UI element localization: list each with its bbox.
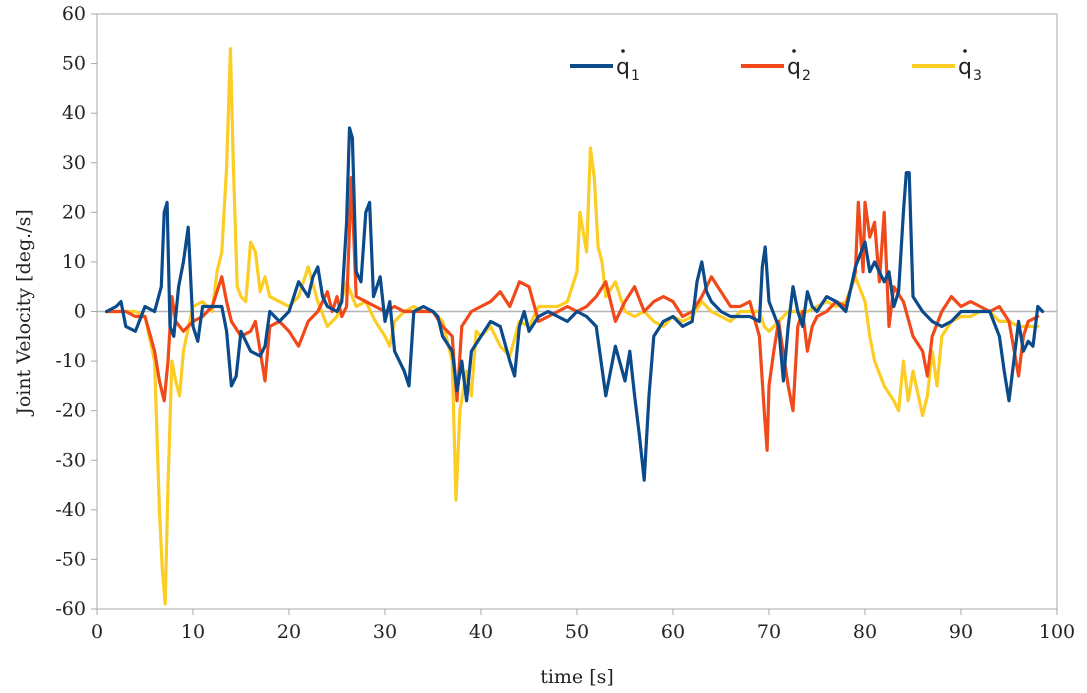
plot-area: -60 -50 -40 -30 -20 -10 0 10 20 30 40 50 60 0 10 20 30 40… (55, 3, 1075, 643)
y-tick-label: -30 (55, 449, 86, 471)
x-tick-label: 60 (661, 621, 685, 643)
legend-dot-3 (963, 49, 967, 53)
y-tick-label: -10 (55, 350, 86, 372)
x-tick-label: 20 (277, 621, 301, 643)
x-axis-title: time [s] (540, 666, 614, 688)
y-tick-label: 30 (62, 152, 86, 174)
y-tick-label: -40 (55, 499, 86, 521)
series-line-3 (105, 47, 1040, 606)
y-tick-label: -60 (55, 598, 86, 620)
x-tick-label: 80 (853, 621, 877, 643)
x-tick-label: 100 (1039, 621, 1075, 643)
legend-dot-1 (621, 49, 625, 53)
y-tick-label: 50 (62, 53, 86, 75)
y-tick-label: -20 (55, 400, 86, 422)
legend-label-2: q (787, 55, 801, 80)
y-tick-label: 0 (74, 301, 86, 323)
y-tick-label: -50 (55, 548, 86, 570)
legend-label-3: q (958, 55, 972, 80)
x-tick-label: 10 (181, 621, 205, 643)
y-tick-label: 40 (62, 102, 86, 124)
x-tick-label: 30 (373, 621, 397, 643)
legend-subscript-2: 2 (802, 68, 811, 84)
x-tick-label: 40 (469, 621, 493, 643)
y-tick-label: 60 (62, 3, 86, 25)
legend-dot-2 (792, 49, 796, 53)
x-tick-label: 50 (565, 621, 589, 643)
x-tick-label: 90 (949, 621, 973, 643)
legend-subscript-1: 1 (631, 68, 640, 84)
series-line-1 (105, 126, 1045, 482)
y-tick-label: 10 (62, 251, 86, 273)
y-axis-title: Joint Velocity [deg./s] (13, 209, 35, 417)
x-tick-label: 0 (91, 621, 103, 643)
x-tick-label: 70 (757, 621, 781, 643)
legend-label-1: q (616, 55, 630, 80)
y-tick-label: 20 (62, 201, 86, 223)
legend-subscript-3: 3 (973, 68, 982, 84)
